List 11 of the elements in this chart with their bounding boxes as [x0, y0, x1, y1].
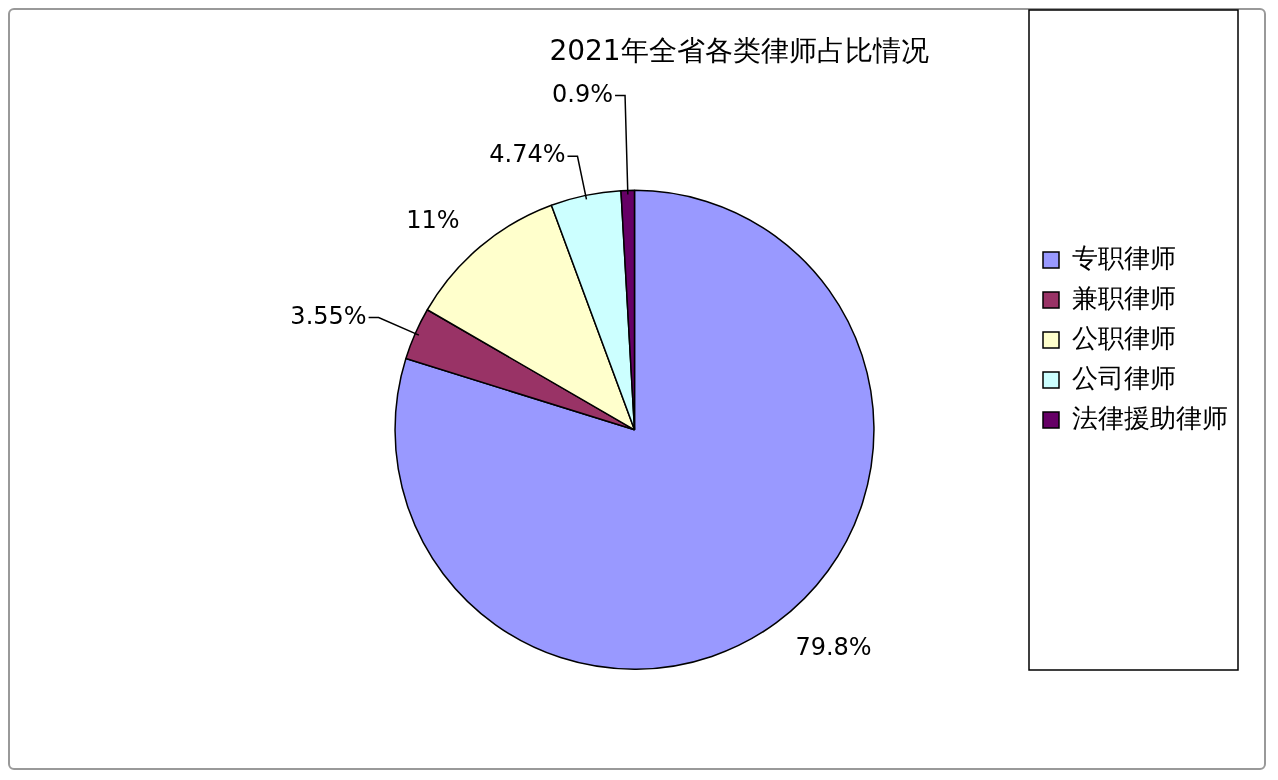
data-label: 3.55%	[290, 301, 367, 330]
data-label: 0.9%	[552, 79, 614, 108]
legend-label: 法律援助律师	[1072, 402, 1228, 433]
legend-label: 兼职律师	[1072, 282, 1176, 313]
legend-label: 专职律师	[1072, 242, 1176, 273]
text: 2021年全省各类律师占比情况	[549, 34, 929, 68]
data-label: 4.74%	[489, 140, 566, 169]
legend-label: 公职律师	[1072, 322, 1176, 353]
legend-label: 公司律师	[1072, 362, 1176, 393]
data-label: 79.8%	[795, 632, 872, 661]
data-label: 11%	[406, 206, 460, 235]
